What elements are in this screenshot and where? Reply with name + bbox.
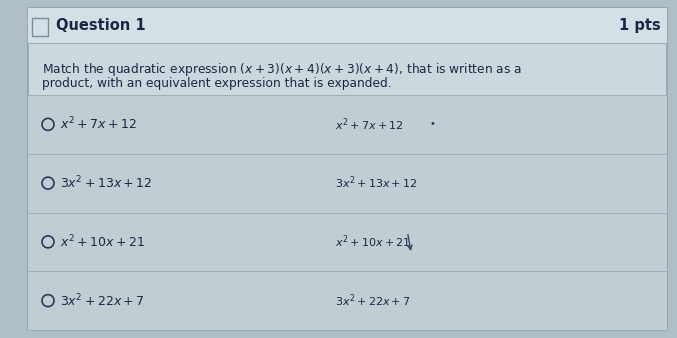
FancyBboxPatch shape (32, 18, 48, 36)
Text: product, with an equivalent expression that is expanded.: product, with an equivalent expression t… (42, 77, 391, 90)
FancyBboxPatch shape (28, 213, 667, 271)
Text: $3x^2+13x+12$: $3x^2+13x+12$ (334, 175, 417, 191)
Text: 1 pts: 1 pts (619, 18, 661, 33)
Text: $3x^2+13x+12$: $3x^2+13x+12$ (60, 175, 152, 191)
FancyBboxPatch shape (28, 8, 667, 330)
Text: $x^2+7x+12$: $x^2+7x+12$ (334, 116, 403, 133)
Text: •: • (430, 119, 435, 129)
Text: $x^2+7x+12$: $x^2+7x+12$ (60, 116, 137, 133)
FancyBboxPatch shape (28, 95, 667, 154)
FancyBboxPatch shape (28, 271, 667, 330)
Text: $x^2+10x+21$: $x^2+10x+21$ (60, 234, 145, 250)
Text: Question 1: Question 1 (56, 18, 146, 33)
FancyBboxPatch shape (28, 8, 667, 43)
Text: $x^2+10x+21$: $x^2+10x+21$ (334, 234, 410, 250)
Text: $3x^2+22x+7$: $3x^2+22x+7$ (60, 292, 145, 309)
Text: $3x^2+22x+7$: $3x^2+22x+7$ (334, 292, 410, 309)
FancyBboxPatch shape (28, 154, 667, 213)
Text: Match the quadratic expression $(x+3)(x+4)(x+3)(x+4)$, that is written as a: Match the quadratic expression $(x+3)(x+… (42, 61, 522, 78)
